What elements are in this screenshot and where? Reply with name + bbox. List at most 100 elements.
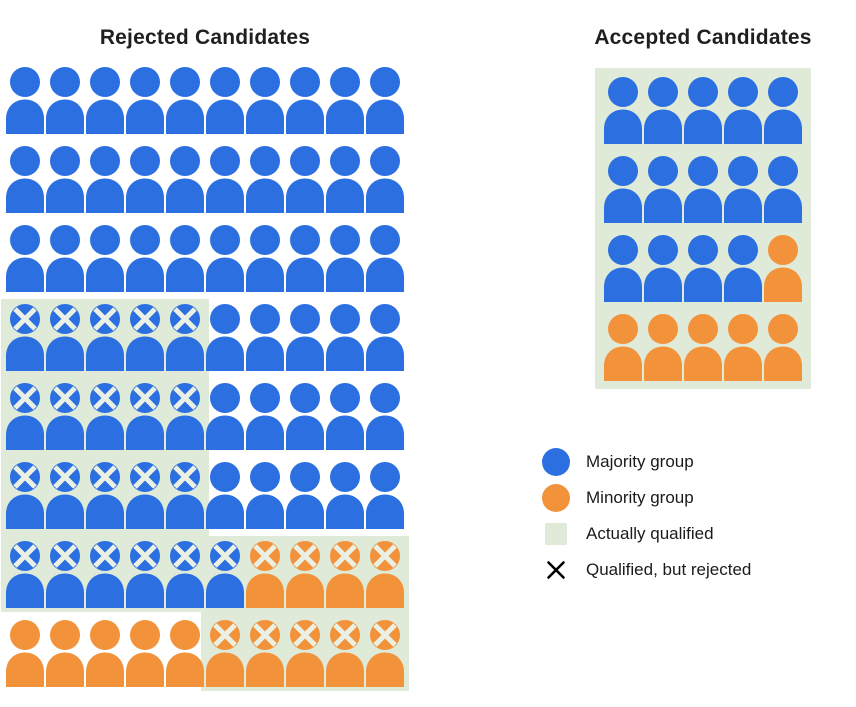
person-icon-majority bbox=[285, 145, 325, 213]
person-icon-majority bbox=[5, 145, 45, 213]
person-icon-majority-qualified-rejected bbox=[85, 303, 125, 371]
person-icon-majority-qualified-rejected bbox=[5, 382, 45, 450]
person-icon-majority-qualified-rejected bbox=[165, 540, 205, 608]
legend-label-qualified-but-rejected: Qualified, but rejected bbox=[586, 560, 752, 579]
person-icon-majority bbox=[683, 234, 723, 302]
person-icon-majority-qualified-rejected bbox=[165, 461, 205, 529]
person-icon-majority bbox=[45, 66, 85, 134]
person-icon-minority-qualified-rejected bbox=[285, 540, 325, 608]
legend-label-actually-qualified: Actually qualified bbox=[586, 524, 714, 543]
person-icon-majority bbox=[603, 155, 643, 223]
person-icon-minority-qualified-rejected bbox=[245, 619, 285, 687]
person-icon-majority bbox=[365, 224, 405, 292]
person-icon-majority bbox=[285, 382, 325, 450]
person-icon-majority bbox=[5, 224, 45, 292]
person-icon-majority bbox=[165, 66, 205, 134]
person-icon-minority bbox=[85, 619, 125, 687]
person-icon-majority bbox=[245, 66, 285, 134]
person-icon-majority-qualified-rejected bbox=[45, 303, 85, 371]
person-icon-minority-qualified-rejected bbox=[365, 540, 405, 608]
person-icon-minority bbox=[165, 619, 205, 687]
person-icon-majority bbox=[125, 145, 165, 213]
person-icon-majority bbox=[723, 76, 763, 144]
person-icon-majority bbox=[245, 382, 285, 450]
person-icon-majority-qualified-rejected bbox=[85, 382, 125, 450]
person-icon-majority bbox=[245, 145, 285, 213]
person-icon-majority bbox=[643, 76, 683, 144]
person-icon-majority bbox=[723, 234, 763, 302]
person-icon-majority bbox=[325, 382, 365, 450]
legend-label-minority-group: Minority group bbox=[586, 488, 694, 507]
person-icon-majority bbox=[285, 66, 325, 134]
accepted-candidates-grid bbox=[595, 68, 811, 389]
person-icon-majority-qualified-rejected bbox=[85, 540, 125, 608]
minority-group-circle-icon bbox=[542, 484, 570, 512]
person-icon-majority bbox=[325, 224, 365, 292]
person-icon-majority bbox=[603, 234, 643, 302]
person-icon-minority-qualified-rejected bbox=[325, 619, 365, 687]
person-icon-minority-qualified-rejected bbox=[205, 619, 245, 687]
person-icon-majority-qualified-rejected bbox=[125, 540, 165, 608]
person-icon-majority-qualified-rejected bbox=[45, 540, 85, 608]
person-icon-majority bbox=[325, 145, 365, 213]
person-icon-majority bbox=[85, 145, 125, 213]
person-icon-minority-qualified-rejected bbox=[245, 540, 285, 608]
legend-item-actually-qualified: Actually qualified bbox=[542, 520, 751, 548]
person-icon-majority-qualified-rejected bbox=[165, 382, 205, 450]
person-icon-majority bbox=[245, 224, 285, 292]
person-icon-majority bbox=[365, 382, 405, 450]
person-icon-majority bbox=[723, 155, 763, 223]
person-icon-majority bbox=[205, 224, 245, 292]
person-icon-majority bbox=[165, 224, 205, 292]
person-icon-majority bbox=[285, 224, 325, 292]
person-icon-minority bbox=[763, 313, 803, 381]
person-icon-majority bbox=[205, 303, 245, 371]
legend-item-majority-group: Majority group bbox=[542, 448, 751, 476]
person-icon-majority bbox=[365, 303, 405, 371]
person-icon-majority bbox=[285, 303, 325, 371]
person-icon-majority bbox=[683, 76, 723, 144]
person-icon-majority-qualified-rejected bbox=[125, 303, 165, 371]
person-icon-majority-qualified-rejected bbox=[125, 382, 165, 450]
person-icon-majority bbox=[245, 303, 285, 371]
person-icon-majority bbox=[325, 461, 365, 529]
person-icon-majority bbox=[603, 76, 643, 144]
person-icon-minority-qualified-rejected bbox=[365, 619, 405, 687]
person-icon-majority bbox=[85, 66, 125, 134]
legend-item-qualified-but-rejected: Qualified, but rejected bbox=[542, 556, 751, 584]
person-icon-majority bbox=[683, 155, 723, 223]
person-icon-majority bbox=[365, 66, 405, 134]
person-icon-majority bbox=[325, 66, 365, 134]
person-icon-minority bbox=[5, 619, 45, 687]
person-icon-majority-qualified-rejected bbox=[5, 303, 45, 371]
majority-group-circle-icon bbox=[542, 448, 570, 476]
accepted-candidates-title: Accepted Candidates bbox=[594, 26, 812, 49]
person-icon-majority-qualified-rejected bbox=[85, 461, 125, 529]
person-icon-majority bbox=[165, 145, 205, 213]
person-icon-majority bbox=[205, 382, 245, 450]
person-icon-majority bbox=[643, 234, 683, 302]
person-icon-minority bbox=[643, 313, 683, 381]
x-mark-icon bbox=[542, 556, 570, 584]
person-icon-majority bbox=[763, 76, 803, 144]
person-icon-majority bbox=[205, 461, 245, 529]
rejected-candidates-title: Rejected Candidates bbox=[99, 26, 311, 49]
person-icon-majority bbox=[365, 461, 405, 529]
person-icon-minority bbox=[723, 313, 763, 381]
person-icon-majority bbox=[643, 155, 683, 223]
person-icon-majority bbox=[45, 224, 85, 292]
person-icon-majority bbox=[125, 66, 165, 134]
person-icon-majority-qualified-rejected bbox=[45, 382, 85, 450]
person-icon-majority bbox=[205, 145, 245, 213]
legend: Majority group Minority group Actually q… bbox=[542, 448, 751, 592]
person-icon-majority bbox=[205, 66, 245, 134]
person-icon-majority bbox=[763, 155, 803, 223]
legend-label-majority-group: Majority group bbox=[586, 452, 694, 471]
person-icon-majority bbox=[285, 461, 325, 529]
person-icon-minority bbox=[45, 619, 85, 687]
person-icon-majority bbox=[85, 224, 125, 292]
legend-item-minority-group: Minority group bbox=[542, 484, 751, 512]
person-icon-majority-qualified-rejected bbox=[205, 540, 245, 608]
person-icon-majority-qualified-rejected bbox=[165, 303, 205, 371]
